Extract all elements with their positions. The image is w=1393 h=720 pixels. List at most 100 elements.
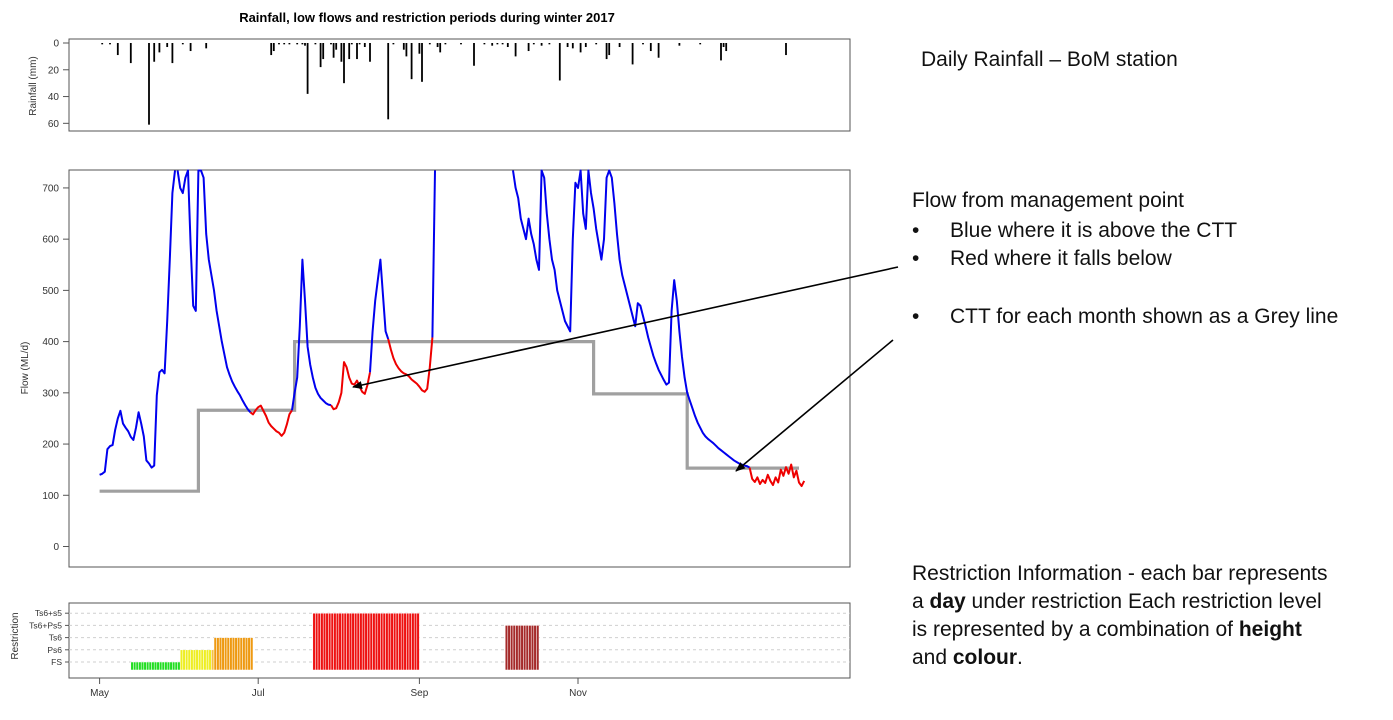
restriction-day-bar xyxy=(398,612,402,671)
restriction-day-bar xyxy=(380,612,384,671)
restriction-day-bar xyxy=(190,649,194,671)
month-ticks: May Jul Sep Nov xyxy=(90,678,587,699)
restriction-day-bar xyxy=(166,661,171,671)
rainfall-bar xyxy=(444,43,447,45)
restriction-day-bar xyxy=(403,612,407,671)
month-tick-label: Sep xyxy=(411,688,429,699)
restriction-day-bar xyxy=(140,661,145,671)
restriction-day-bar xyxy=(374,612,379,671)
rainfall-bar xyxy=(306,43,309,94)
ctt-line xyxy=(99,340,799,493)
rainfall-bar xyxy=(116,43,119,56)
flow-lines xyxy=(99,169,806,488)
rainfall-tick-label: 0 xyxy=(53,39,59,50)
restriction-day-bar xyxy=(239,637,243,671)
restriction-day-bar xyxy=(361,612,366,671)
rainfall-plot-frame xyxy=(68,38,851,132)
restriction-day-bar xyxy=(208,649,212,671)
restriction-day-bar xyxy=(250,637,254,671)
rainfall-bar xyxy=(699,43,702,45)
rainfall-bar xyxy=(428,43,431,45)
month-tick-label: Nov xyxy=(569,688,587,699)
restriction-day-bar xyxy=(205,649,210,671)
restriction-day-bar xyxy=(244,637,249,671)
rainfall-bar xyxy=(491,43,494,46)
rainfall-bar xyxy=(283,43,286,45)
rainfall-bar xyxy=(304,43,306,46)
restriction-day-bar xyxy=(507,625,511,671)
flow-tick-label: 400 xyxy=(42,337,59,348)
restriction-day-bar xyxy=(218,637,223,671)
flow-annotation-bullet: Red where it falls below xyxy=(912,245,1382,273)
restriction-level-label: Ts6+Ps5 xyxy=(29,620,62,630)
restriction-day-bar xyxy=(333,612,337,671)
restriction-axis-label: Restriction xyxy=(10,612,21,659)
restriction-day-bar xyxy=(221,637,225,671)
restriction-level-label: Ts6+s5 xyxy=(35,608,62,618)
rainfall-bar xyxy=(584,43,587,48)
restriction-day-bar xyxy=(182,649,186,671)
restriction-day-bar xyxy=(135,661,139,671)
restriction-day-bar xyxy=(174,661,178,671)
restriction-day-bar xyxy=(515,625,519,671)
flow-line-below-ctt xyxy=(249,404,293,437)
restriction-day-bar xyxy=(247,637,251,671)
restriction-day-bar xyxy=(320,612,324,671)
restriction-day-bar xyxy=(372,612,376,671)
restriction-day-bar xyxy=(226,637,230,671)
arrow-to-red-flow xyxy=(352,266,899,389)
rainfall-bar xyxy=(363,43,366,48)
restriction-day-bar xyxy=(133,661,137,671)
restriction-level-label: Ps6 xyxy=(47,645,62,655)
rainfall-bar xyxy=(725,43,728,52)
rainfall-bar xyxy=(631,43,634,65)
restriction-day-bar xyxy=(169,661,173,671)
restriction-day-bar xyxy=(156,661,160,671)
rainfall-bar xyxy=(722,43,725,48)
rainfall-bar xyxy=(189,43,192,52)
restriction-day-bar xyxy=(387,612,392,671)
restriction-day-bar xyxy=(159,661,163,671)
restriction-day-bar xyxy=(390,612,394,671)
rainfall-bar xyxy=(322,43,325,60)
restriction-day-bar xyxy=(322,612,327,671)
rainfall-bar xyxy=(148,43,150,125)
restriction-day-bar xyxy=(237,637,241,671)
restriction-day-bar xyxy=(536,625,540,671)
restriction-plot-frame xyxy=(68,602,851,679)
rainfall-bar xyxy=(405,43,408,57)
flow-line-above-ctt xyxy=(176,169,252,413)
restriction-day-bar xyxy=(330,612,334,671)
flow-tick-label: 700 xyxy=(42,183,59,194)
flow-tick-label: 500 xyxy=(42,286,59,297)
restriction-day-bar xyxy=(528,625,532,671)
rainfall-bar xyxy=(418,43,421,54)
restriction-day-bar xyxy=(517,625,522,671)
flow-tick-label: 200 xyxy=(42,440,59,451)
restriction-day-bar xyxy=(525,625,529,671)
rainfall-annotation: Daily Rainfall – BoM station xyxy=(921,46,1178,74)
restriction-day-bar xyxy=(328,612,332,671)
restriction-panel: Restriction FS Ps6 Ts6 Ts6+Ps5 Ts6+s5 May Jul… xyxy=(10,602,851,699)
flow-tick-label: 0 xyxy=(53,542,59,553)
restriction-day-bar xyxy=(530,625,535,671)
flow-line-above-ctt xyxy=(431,170,436,338)
month-tick-label: Jul xyxy=(252,688,265,699)
emphasis-height: height xyxy=(1238,618,1302,641)
annotation-arrows xyxy=(352,266,899,472)
rainfall-bar xyxy=(272,43,275,52)
restriction-day-bar xyxy=(317,612,321,671)
restriction-day-bar xyxy=(393,612,397,671)
rainfall-bar xyxy=(392,43,395,45)
restriction-day-bar xyxy=(356,612,360,671)
flow-plot-frame xyxy=(68,169,851,568)
rainfall-bar xyxy=(514,43,517,57)
restriction-day-bar xyxy=(148,661,152,671)
rainfall-bar xyxy=(171,43,174,64)
restriction-day-bar xyxy=(413,612,418,671)
restriction-level-grid: FS Ps6 Ts6 Ts6+Ps5 Ts6+s5 xyxy=(29,608,850,667)
rainfall-bar xyxy=(356,43,358,60)
restriction-day-bar xyxy=(161,661,165,671)
restriction-day-bar xyxy=(338,612,342,671)
